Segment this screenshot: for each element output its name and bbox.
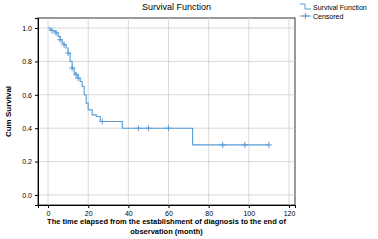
y-tick: 1.0 [22,25,38,32]
x-axis-title: The time elapsed from the establishment … [47,217,286,226]
x-tick-mark [48,205,49,208]
y-tick-mark [35,95,38,96]
y-tick-mark [35,128,38,129]
y-tick-mark [35,28,38,29]
survival-line [48,28,269,145]
grid-line-y [38,61,295,62]
y-tick-mark [35,195,38,196]
x-tick-mark [169,205,170,208]
censored-marker [135,125,141,131]
y-tick-label: 0.2 [22,158,32,165]
plot-area [48,28,272,148]
x-tick-mark [128,205,129,208]
x-tick-label: 20 [85,210,93,217]
y-tick-mark [35,61,38,62]
legend-symbol [300,4,311,9]
x-tick: 120 [284,205,296,217]
censored-marker [57,37,63,43]
x-tick: 20 [85,205,93,217]
y-tick: 0.2 [22,158,38,165]
title: Survival Function [142,2,211,12]
y-tick-mark [35,162,38,163]
grid-line-x [288,18,289,205]
y-tick: 0.8 [22,58,38,65]
grid-line-x [128,18,129,205]
y-axis: 0.0 0.2 0.4 0.6 0.8 1.0 [22,19,38,206]
grid [38,18,295,205]
x-tick-label: 80 [205,210,213,217]
x-axis-line [39,206,296,209]
x-tick-mark [209,205,210,208]
grid-line-y [38,94,295,95]
grid-line-x [48,18,49,205]
censored-marker [69,65,75,71]
x-tick-label: 120 [284,210,296,217]
x-tick-label: 0 [47,210,51,217]
censored-marker [145,125,151,131]
y-axis-line [35,19,39,206]
censored-marker [166,125,172,131]
x-tick-label: 60 [165,210,173,217]
grid-line-x [168,18,169,205]
y-axis-title: Cum Survival [4,86,13,137]
y-tick: 0.6 [22,92,38,99]
grid-line-y [38,194,295,195]
censored-marker [53,30,59,36]
x-tick-label: 100 [243,210,255,217]
censored-marker [99,119,105,125]
censored-marker [266,142,272,148]
x-tick: 40 [125,205,133,217]
censored-marker [220,142,226,148]
x-tick-mark [88,205,89,208]
plot-frame [38,18,295,205]
y-tick: 0.0 [22,192,38,199]
x-tick-label: 40 [125,210,133,217]
legend: Survival Function Censored [300,4,367,20]
legend-symbol [300,16,311,17]
y-tick-label: 0.4 [22,125,32,132]
grid-line-y [38,28,295,29]
y-tick-label: 0.8 [22,58,32,65]
y-tick: 0.4 [22,125,38,132]
y-tick-label: 1.0 [22,25,32,32]
x-tick: 60 [165,205,173,217]
censored-marker [61,42,67,48]
y-tick-label: 0.6 [22,92,32,99]
censored-marker [65,50,71,56]
x-tick-mark [249,205,250,208]
x-tick: 100 [243,205,255,217]
x-tick: 80 [205,205,213,217]
x-tick: 0 [47,205,51,217]
grid-line-x [208,18,209,205]
grid-line-x [88,18,89,205]
censored-marker [75,75,81,81]
x-axis-title: observation (month) [130,227,203,236]
chart: 0 20 40 60 80 100 120 0.0 0.2 0.4 0.6 0.8 1.0 Surviva… [0,0,378,239]
censored-marker [242,142,248,148]
y-tick-label: 0.0 [22,192,32,199]
x-axis: 0 20 40 60 80 100 120 [39,205,296,217]
legend-label: Censored [313,13,343,20]
grid-line-x [248,18,249,205]
x-tick-mark [289,205,290,208]
legend-label: Survival Function [313,4,367,11]
grid-line-y [38,161,295,162]
